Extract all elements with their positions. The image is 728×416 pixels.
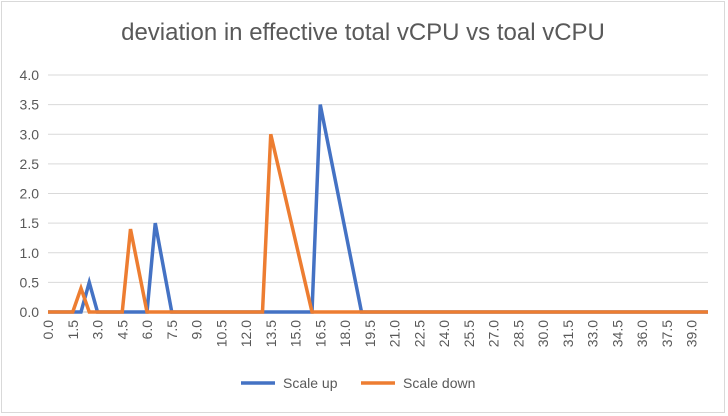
series-lines [48,104,708,314]
y-tick-label: 1.0 [20,245,40,261]
x-axis: 0.0 1.5 3.0 4.5 6.0 7.5 9.0 10.5 12.0 13.5 15.0 16.… [40,320,700,347]
y-tick-label: 0.5 [20,274,40,290]
x-tick-label: 34.5 [609,320,625,347]
legend-label: Scale down [403,375,475,391]
x-tick-label: 6.0 [139,320,155,340]
series-line-scale-up [48,104,708,314]
series-line-scale-down [48,133,708,314]
x-tick-label: 36.0 [634,320,650,347]
x-tick-label: 12.0 [238,320,254,347]
chart-title: deviation in effective total vCPU vs toa… [121,19,605,46]
x-tick-label: 24.0 [436,320,452,347]
y-axis: 0.0 0.5 1.0 1.5 2.0 2.5 3.0 3.5 4.0 [20,67,40,320]
x-tick-label: 18.0 [337,320,353,347]
x-tick-label: 33.0 [585,320,601,347]
x-tick-label: 39.0 [684,320,700,347]
y-tick-label: 3.5 [20,97,40,113]
gridlines [48,74,708,313]
y-tick-label: 1.5 [20,215,40,231]
x-tick-label: 25.5 [461,320,477,347]
y-tick-label: 3.0 [20,126,40,142]
legend: Scale up Scale down [241,375,475,391]
x-tick-label: 27.0 [486,320,502,347]
legend-label: Scale up [283,375,338,391]
x-tick-label: 4.5 [114,320,130,340]
x-tick-label: 28.5 [510,320,526,347]
y-tick-label: 2.0 [20,186,40,202]
x-tick-label: 30.0 [535,320,551,347]
x-tick-label: 3.0 [90,320,106,340]
y-tick-label: 0.0 [20,304,40,320]
x-tick-label: 31.5 [560,320,576,347]
y-tick-label: 2.5 [20,156,40,172]
x-tick-label: 0.0 [40,320,56,340]
y-tick-label: 4.0 [20,67,40,83]
x-tick-label: 7.5 [164,320,180,340]
x-tick-label: 15.0 [288,320,304,347]
x-tick-label: 10.5 [213,320,229,347]
x-tick-label: 19.5 [362,320,378,347]
x-tick-label: 13.5 [263,320,279,347]
x-tick-label: 37.5 [659,320,675,347]
x-tick-label: 1.5 [65,320,81,340]
x-tick-label: 16.5 [312,320,328,347]
x-tick-label: 22.5 [411,320,427,347]
x-tick-label: 21.0 [387,320,403,347]
x-tick-label: 9.0 [189,320,205,340]
